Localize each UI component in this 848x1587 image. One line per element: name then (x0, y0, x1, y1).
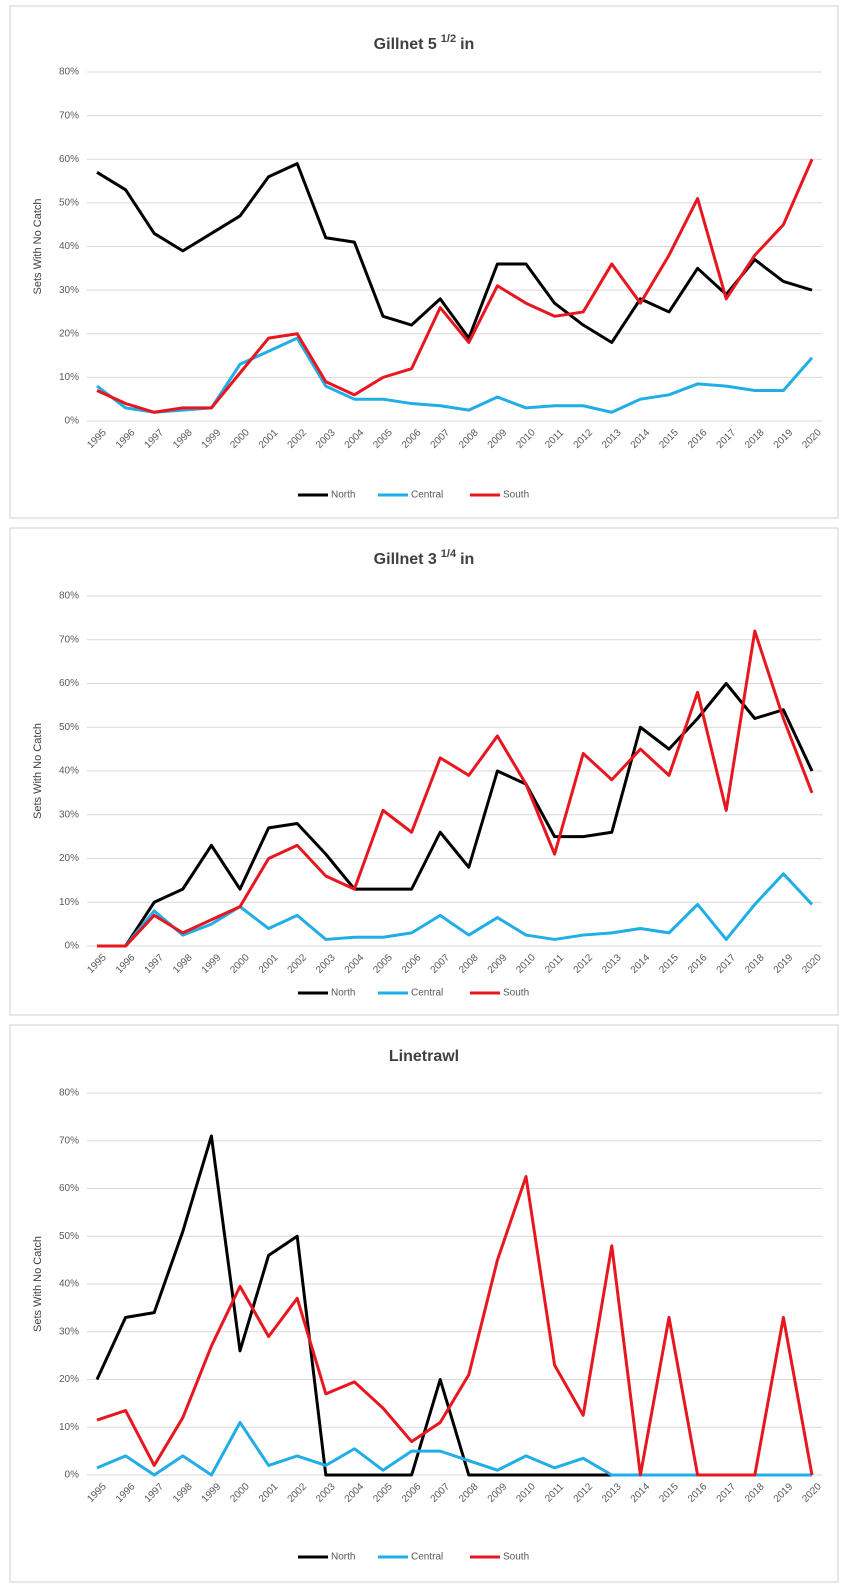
panel-border (9, 5, 839, 519)
y-tick-label: 70% (59, 110, 79, 121)
legend-label: North (331, 988, 355, 999)
chart-panel: Gillnet 3 1/4 in 0% 10% 20% 30% 40% 50% 60% 70% 80%… (9, 527, 839, 1016)
y-tick-label: 70% (59, 634, 79, 645)
y-tick-label: 0% (65, 941, 80, 952)
chart-title: Linetrawl (389, 1048, 459, 1065)
y-tick-label: 20% (59, 853, 79, 864)
y-tick-label: 40% (59, 241, 79, 252)
y-tick-label: 50% (59, 1231, 79, 1242)
title-text: Gillnet 3 (374, 551, 437, 568)
y-tick-label: 10% (59, 372, 79, 383)
y-tick-label: 0% (65, 416, 80, 427)
legend-label: South (503, 490, 529, 501)
y-tick-label: 80% (59, 1088, 79, 1099)
y-tick-label: 0% (65, 1470, 80, 1481)
y-tick-label: 50% (59, 198, 79, 209)
title-text: Linetrawl (389, 1048, 459, 1065)
y-tick-label: 80% (59, 591, 79, 602)
y-tick-label: 60% (59, 154, 79, 165)
y-tick-label: 40% (59, 1279, 79, 1290)
title-suffix: in (460, 551, 474, 568)
chart-title: Gillnet 5 1/2 in (374, 33, 475, 53)
panel-border (9, 1024, 839, 1583)
legend-label: Central (411, 490, 443, 501)
title-superscript: 1/2 (441, 33, 456, 45)
legend-label: North (331, 490, 355, 501)
y-tick-label: 30% (59, 809, 79, 820)
legend-label: South (503, 1552, 529, 1563)
y-tick-label: 40% (59, 766, 79, 777)
series-line (97, 872, 814, 948)
y-tick-label: 10% (59, 897, 79, 908)
y-axis-label: Sets With No Catch (32, 1236, 44, 1332)
y-tick-label: 80% (59, 67, 79, 78)
y-tick-label: 20% (59, 328, 79, 339)
series-line (97, 682, 814, 948)
chart-title: Gillnet 3 1/4 in (374, 548, 475, 568)
y-tick-label: 10% (59, 1422, 79, 1433)
series-line (95, 1134, 612, 1477)
legend-label: Central (411, 988, 443, 999)
legend-label: South (503, 988, 529, 999)
legend-label: Central (411, 1552, 443, 1563)
y-tick-label: 30% (59, 1326, 79, 1337)
series-line (96, 1175, 814, 1477)
y-axis-label: Sets With No Catch (32, 723, 44, 819)
y-tick-label: 60% (59, 678, 79, 689)
series-line (97, 629, 814, 948)
series-line (96, 162, 813, 344)
y-tick-label: 60% (59, 1183, 79, 1194)
y-tick-label: 20% (59, 1374, 79, 1385)
y-tick-label: 70% (59, 1135, 79, 1146)
series-line (96, 1420, 812, 1477)
y-tick-label: 30% (59, 285, 79, 296)
legend-label: North (331, 1552, 355, 1563)
y-tick-label: 50% (59, 722, 79, 733)
y-axis-label: Sets With No Catch (32, 199, 44, 295)
title-text: Gillnet 5 (374, 36, 437, 53)
title-suffix: in (460, 36, 474, 53)
chart-panel: Gillnet 5 1/2 in 0% 10% 20% 30% 40% 50% 60% 70% 80%… (9, 5, 839, 519)
series-line (96, 158, 814, 414)
title-superscript: 1/4 (441, 548, 457, 560)
